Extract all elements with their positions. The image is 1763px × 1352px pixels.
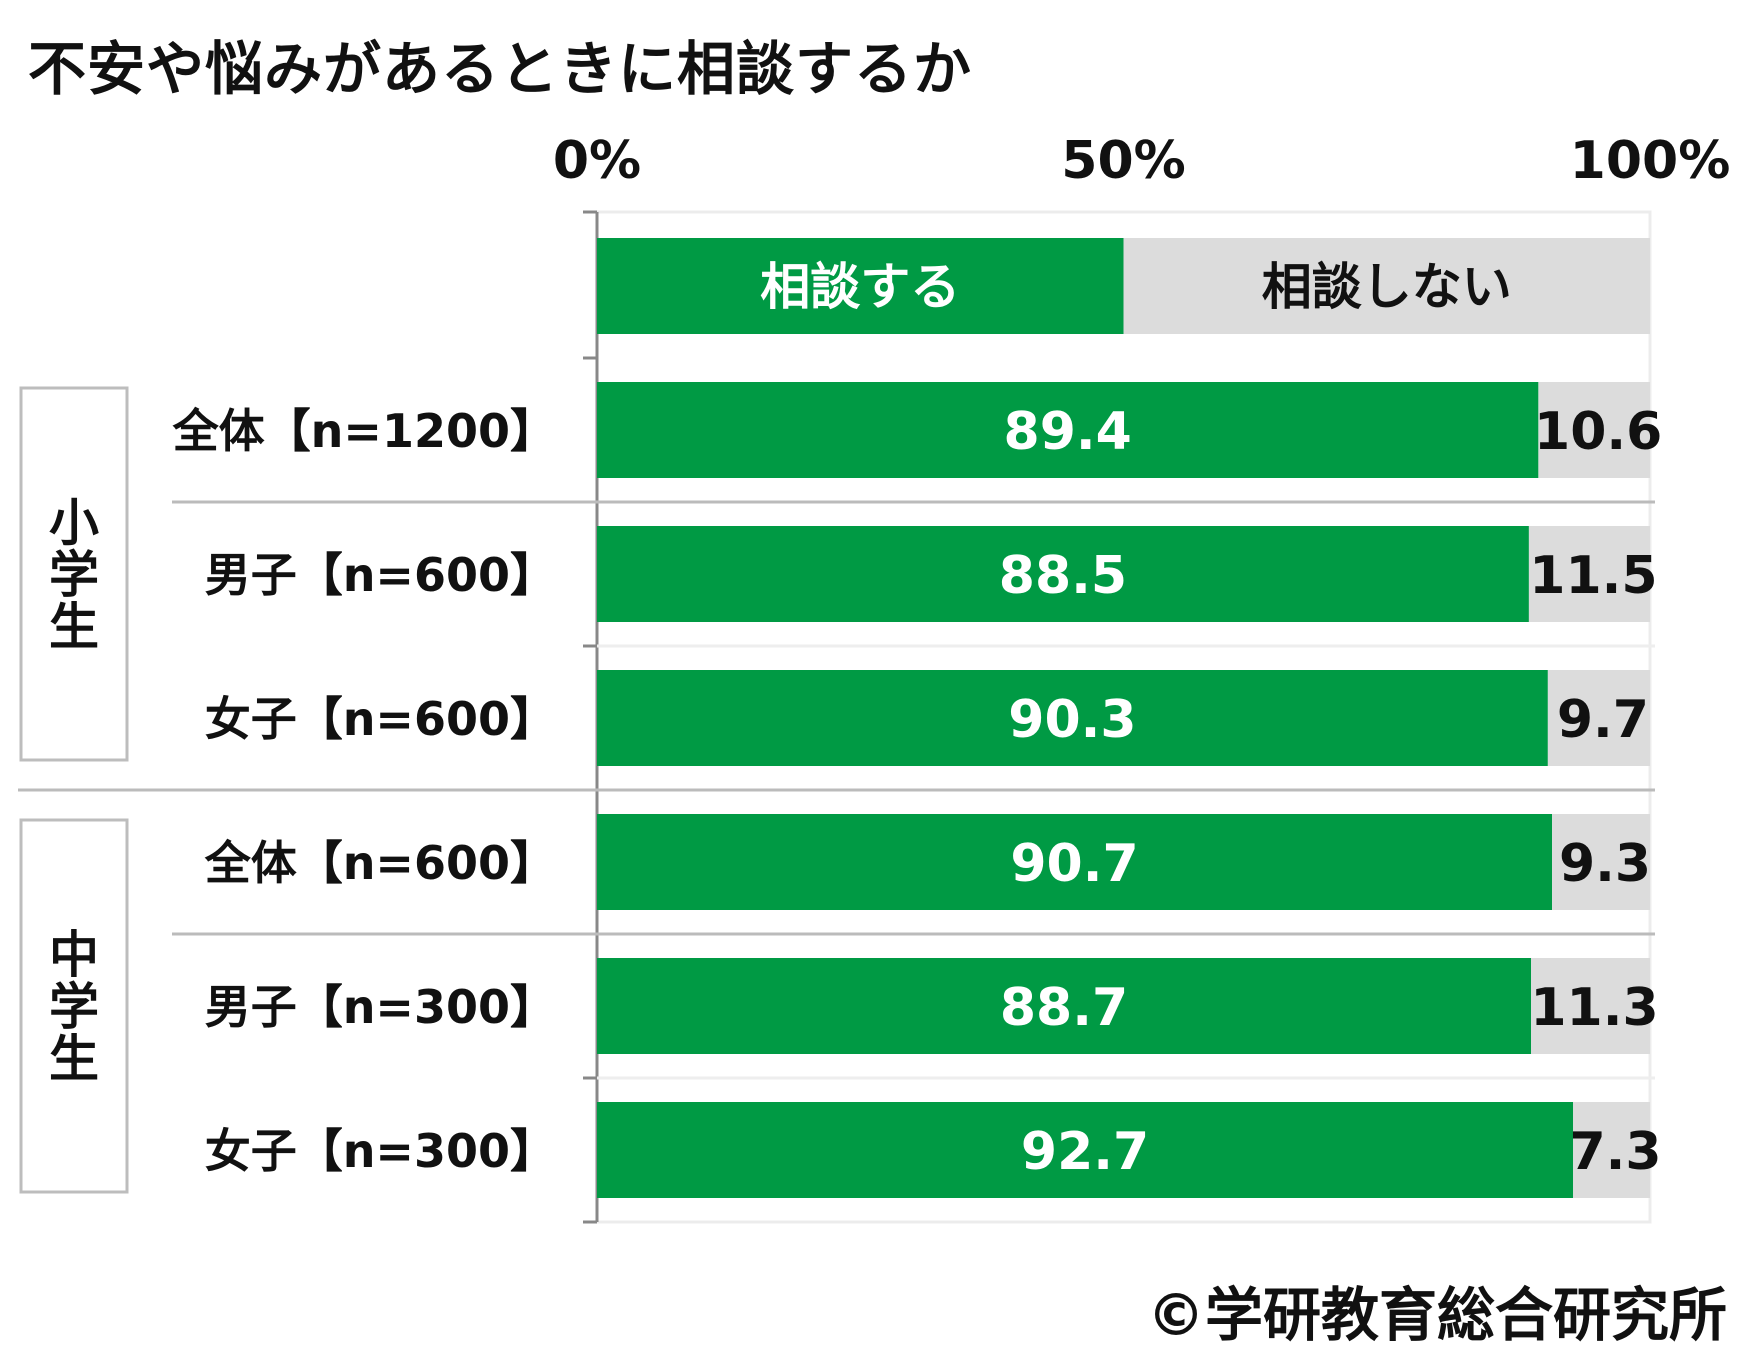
group-box-1 [19,818,129,1194]
bar-yes-0 [597,382,1539,478]
bar-yes-2 [597,670,1548,766]
bar-no-2 [1547,670,1650,766]
copyright-credit: ©学研教育総合研究所 [1146,1281,1727,1349]
row-label-1: 男子【n=600】 [205,548,556,602]
group-label-0: 小学生 [49,494,99,656]
legend-label-yes: 相談する [760,258,960,316]
group-label-1: 中学生 [49,926,99,1088]
x-tick-label-0: 0% [553,131,641,191]
row-label-3: 全体【n=600】 [204,836,556,890]
bar-no-0 [1538,382,1650,478]
legend-bar-yes [597,238,1124,334]
value-label-yes-1: 88.5 [999,546,1127,606]
value-label-yes-3: 90.7 [1010,834,1138,894]
value-label-no-2: 9.7 [1557,690,1649,750]
value-label-no-1: 11.5 [1529,546,1657,606]
value-label-no-5: 7.3 [1570,1122,1662,1182]
x-tick-label-2: 100% [1570,131,1731,191]
bar-no-3 [1552,814,1650,910]
legend-bar-no [1123,238,1650,334]
legend-label-no: 相談しない [1262,258,1512,316]
bar-no-1 [1528,526,1650,622]
bar-yes-1 [597,526,1529,622]
row-label-4: 男子【n=300】 [205,980,556,1034]
bar-no-4 [1531,958,1650,1054]
row-label-5: 女子【n=300】 [205,1124,556,1178]
value-label-yes-0: 89.4 [1004,402,1132,462]
value-label-yes-4: 88.7 [1000,978,1128,1038]
bar-yes-5 [597,1102,1574,1198]
value-label-no-4: 11.3 [1530,978,1658,1038]
x-tick-label-1: 50% [1061,131,1185,191]
chart-title: 不安や悩みがあるときに相談するか [28,35,973,103]
value-label-yes-2: 90.3 [1008,690,1136,750]
value-label-no-0: 10.6 [1534,402,1662,462]
bar-yes-3 [597,814,1553,910]
value-label-no-3: 9.3 [1559,834,1651,894]
row-label-2: 女子【n=600】 [205,692,556,746]
value-label-yes-5: 92.7 [1021,1122,1149,1182]
bar-no-5 [1573,1102,1650,1198]
bar-yes-4 [597,958,1532,1054]
row-label-0: 全体【n=1200】 [172,404,556,458]
group-box-0 [19,386,129,762]
